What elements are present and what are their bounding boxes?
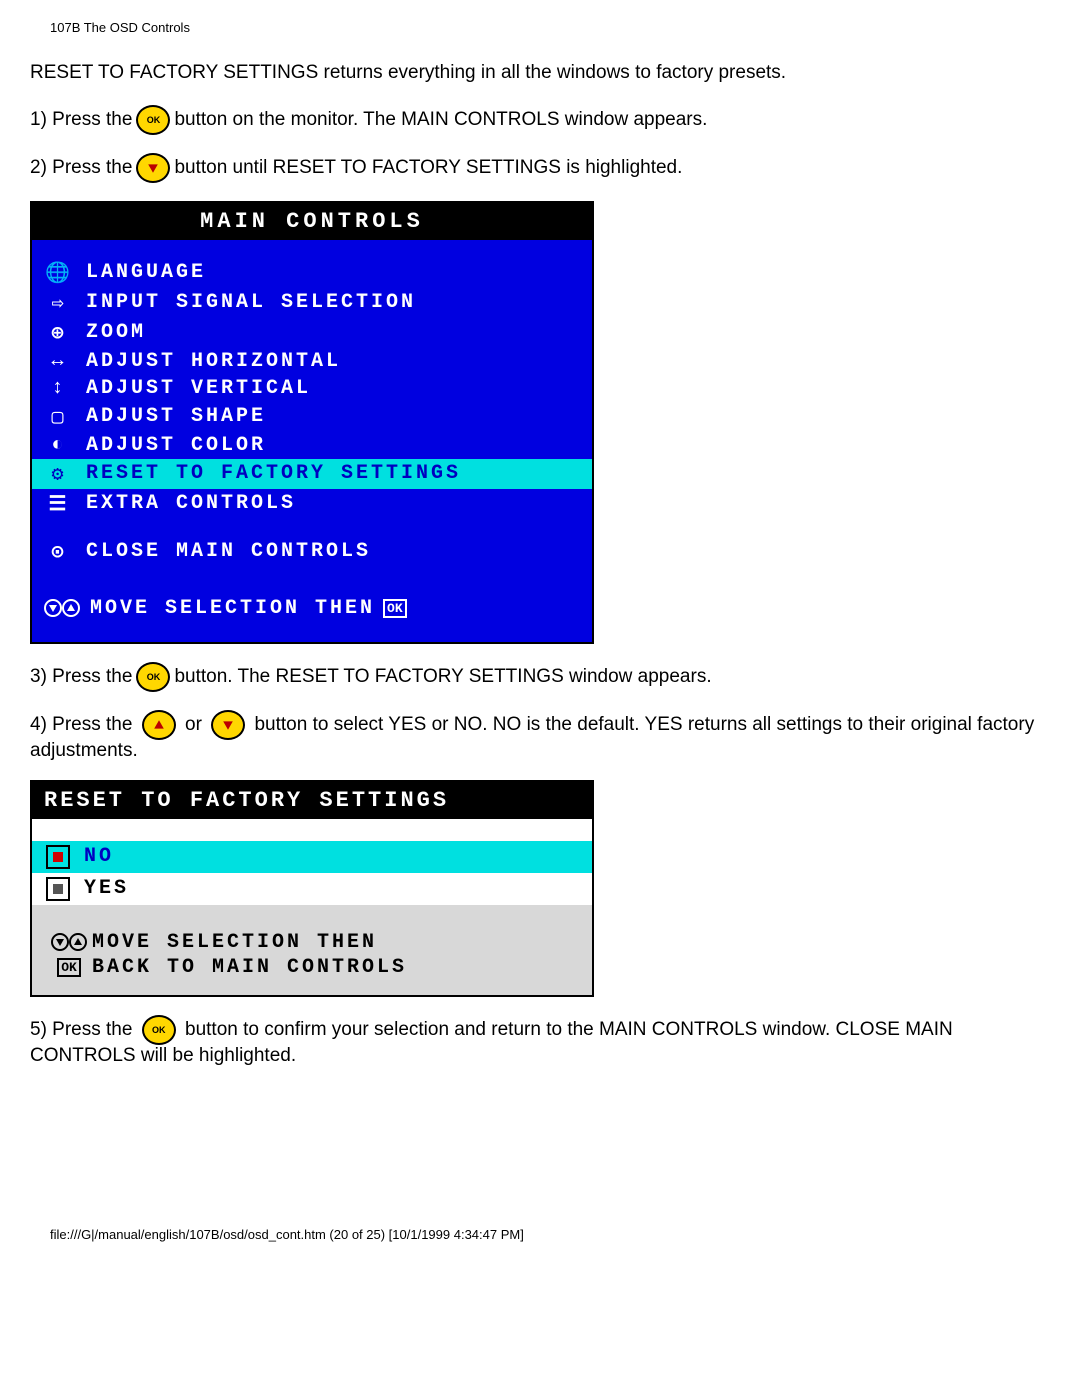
reset-option[interactable]: YES bbox=[32, 873, 592, 905]
nav-arrows-icon bbox=[46, 932, 92, 952]
osd-menu-item[interactable]: ↕ ADJUST VERTICAL bbox=[32, 375, 592, 402]
ok-button-icon: OK bbox=[136, 662, 170, 692]
checkbox-icon bbox=[46, 877, 70, 901]
step-3: 3) Press the OK button. The RESET TO FAC… bbox=[30, 662, 1050, 692]
osd-reset-footer: MOVE SELECTION THEN OK BACK TO MAIN CONT… bbox=[32, 905, 592, 995]
osd-reset-title: RESET TO FACTORY SETTINGS bbox=[32, 782, 592, 819]
menu-item-icon: ↔ bbox=[44, 350, 74, 373]
menu-item-icon: ↕ bbox=[44, 377, 74, 400]
menu-item-label: INPUT SIGNAL SELECTION bbox=[86, 291, 416, 314]
reset-option-label: YES bbox=[84, 877, 129, 900]
step-text: 2) Press the bbox=[30, 157, 132, 179]
up-arrow-icon bbox=[142, 710, 176, 740]
ok-button-icon: OK bbox=[142, 1015, 176, 1045]
reset-option-label: NO bbox=[84, 845, 114, 868]
ok-button-icon: OK bbox=[136, 105, 170, 135]
osd-close-label: CLOSE MAIN CONTROLS bbox=[86, 540, 371, 563]
osd-title: MAIN CONTROLS bbox=[32, 203, 592, 240]
osd-menu-item[interactable]: ☰ EXTRA CONTROLS bbox=[32, 489, 592, 519]
menu-item-label: RESET TO FACTORY SETTINGS bbox=[86, 462, 461, 485]
reset-footer-text: BACK TO MAIN CONTROLS bbox=[92, 956, 407, 979]
osd-menu-item[interactable]: 🌐 LANGUAGE bbox=[32, 258, 592, 288]
menu-item-label: ADJUST HORIZONTAL bbox=[86, 350, 341, 373]
menu-item-label: ZOOM bbox=[86, 321, 146, 344]
step-text: 5) Press the bbox=[30, 1019, 132, 1040]
menu-item-icon: ▢ bbox=[44, 404, 74, 430]
reset-option[interactable]: NO bbox=[32, 841, 592, 873]
osd-menu-item[interactable]: ⚙ RESET TO FACTORY SETTINGS bbox=[32, 459, 592, 489]
menu-item-label: ADJUST COLOR bbox=[86, 434, 266, 457]
osd-reset-body: NO YES MOVE SELECTION THEN OK bbox=[32, 819, 592, 995]
menu-item-icon: ☰ bbox=[44, 491, 74, 517]
menu-item-icon: 🌐 bbox=[44, 260, 74, 286]
osd-reset-window: RESET TO FACTORY SETTINGS NO YES MOVE SEL… bbox=[30, 780, 594, 997]
reset-footer-text: MOVE SELECTION THEN bbox=[92, 931, 377, 954]
osd-menu-item[interactable]: ▢ ADJUST SHAPE bbox=[32, 402, 592, 432]
osd-menu-item[interactable]: ↔ ADJUST HORIZONTAL bbox=[32, 348, 592, 375]
menu-item-label: ADJUST SHAPE bbox=[86, 405, 266, 428]
menu-item-icon: ⊕ bbox=[44, 320, 74, 346]
menu-item-icon: ⚙ bbox=[44, 461, 74, 487]
file-path-footer: file:///G|/manual/english/107B/osd/osd_c… bbox=[50, 1227, 1050, 1242]
step-2: 2) Press the button until RESET TO FACTO… bbox=[30, 153, 1050, 183]
osd-menu-item[interactable]: ⇨ INPUT SIGNAL SELECTION bbox=[32, 288, 592, 318]
step-1: 1) Press the OK button on the monitor. T… bbox=[30, 105, 1050, 135]
osd-menu-item[interactable]: ◐ ADJUST COLOR bbox=[32, 432, 592, 459]
ok-indicator-icon: OK bbox=[46, 958, 92, 977]
down-arrow-icon bbox=[136, 153, 170, 183]
osd-footer: MOVE SELECTION THEN OK bbox=[32, 585, 592, 632]
checkbox-icon bbox=[46, 845, 70, 869]
page-header: 107B The OSD Controls bbox=[50, 20, 1050, 35]
step-text: button on the monitor. The MAIN CONTROLS… bbox=[174, 109, 707, 131]
osd-menu-item[interactable]: ⊕ ZOOM bbox=[32, 318, 592, 348]
menu-item-icon: ⇨ bbox=[44, 290, 74, 316]
osd-footer-text: MOVE SELECTION THEN bbox=[90, 597, 375, 620]
menu-item-label: EXTRA CONTROLS bbox=[86, 492, 296, 515]
step-text: 1) Press the bbox=[30, 109, 132, 131]
menu-item-icon: ◐ bbox=[44, 434, 74, 457]
menu-item-label: ADJUST VERTICAL bbox=[86, 377, 311, 400]
nav-arrows-icon bbox=[44, 598, 80, 618]
step-5: 5) Press the OK button to confirm your s… bbox=[30, 1015, 1050, 1067]
step-text: button. The RESET TO FACTORY SETTINGS wi… bbox=[174, 666, 711, 688]
down-arrow-icon bbox=[211, 710, 245, 740]
step-text: 3) Press the bbox=[30, 666, 132, 688]
step-text: 4) Press the bbox=[30, 714, 132, 735]
menu-item-label: LANGUAGE bbox=[86, 261, 206, 284]
step-4: 4) Press the or button to select YES or … bbox=[30, 710, 1050, 762]
osd-main-controls: MAIN CONTROLS 🌐 LANGUAGE ⇨ INPUT SIGNAL SEL… bbox=[30, 201, 594, 644]
osd-close-row[interactable]: ⊙ CLOSE MAIN CONTROLS bbox=[32, 537, 592, 567]
ok-indicator-icon: OK bbox=[383, 599, 407, 618]
step-text: button to select YES or NO. NO is the de… bbox=[30, 714, 1034, 761]
step-text: or bbox=[185, 714, 202, 735]
osd-body: 🌐 LANGUAGE ⇨ INPUT SIGNAL SELECTION ⊕ ZOOM ↔ AD… bbox=[32, 240, 592, 642]
intro-text: RESET TO FACTORY SETTINGS returns everyt… bbox=[30, 60, 1050, 87]
step-text: button until RESET TO FACTORY SETTINGS i… bbox=[174, 157, 682, 179]
close-icon: ⊙ bbox=[44, 539, 74, 565]
